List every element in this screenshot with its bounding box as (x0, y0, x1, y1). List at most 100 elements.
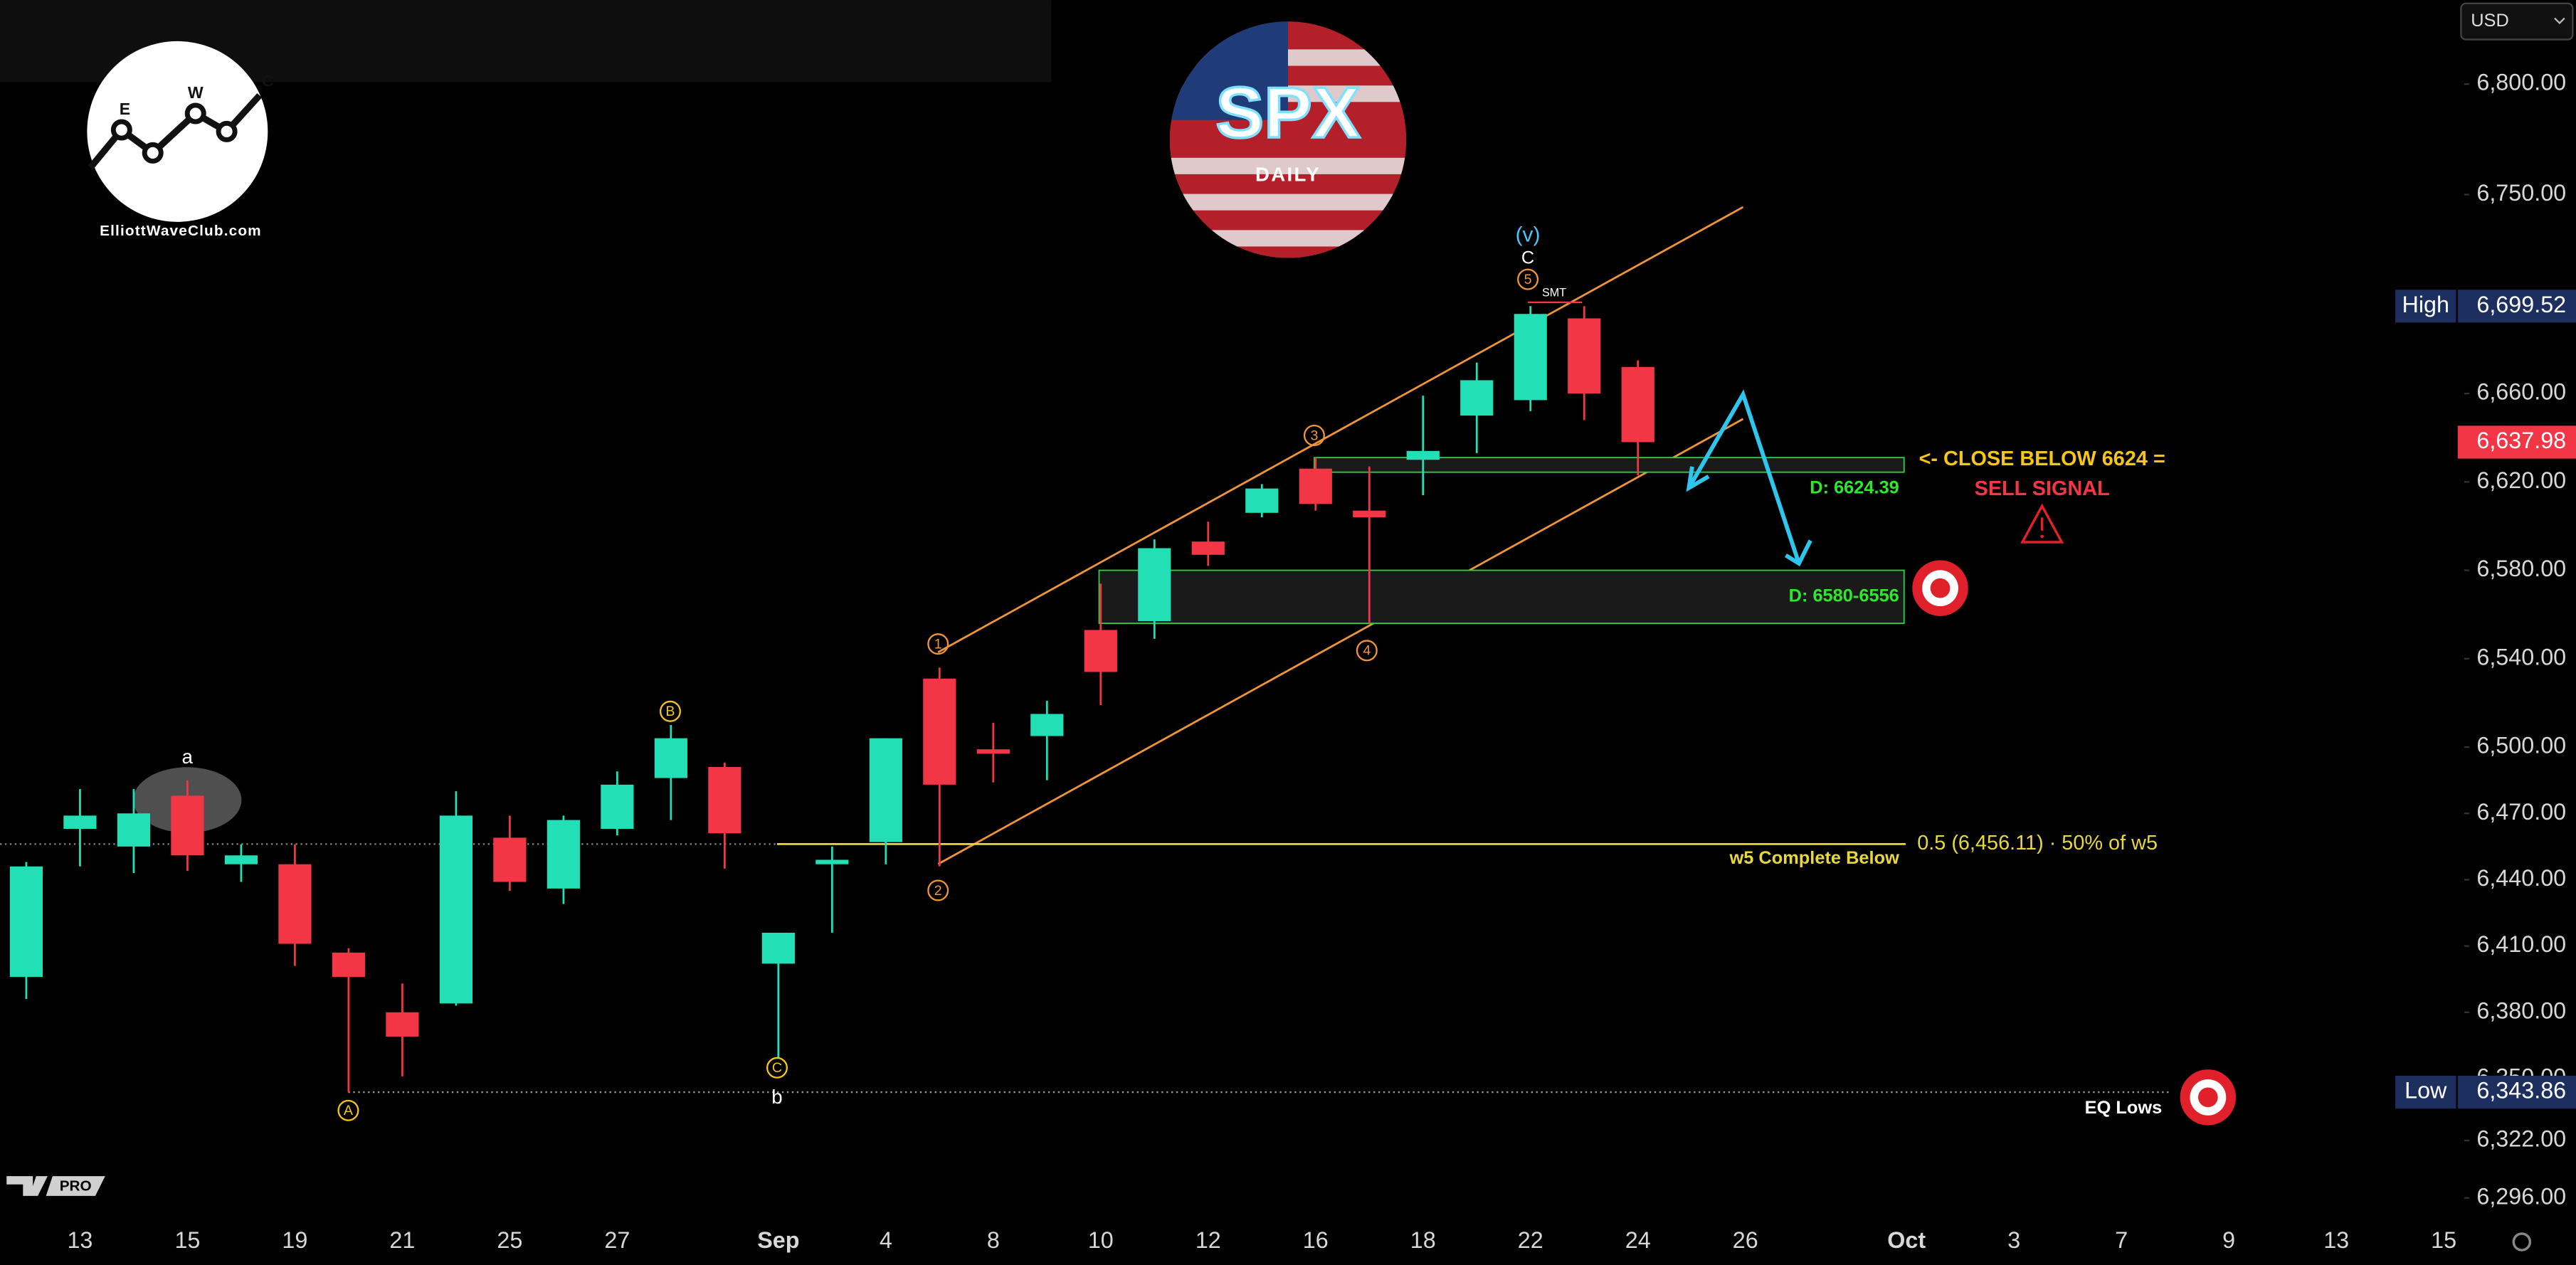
x-tick-label: 19 (282, 1227, 307, 1253)
x-tick-label: 10 (1088, 1227, 1114, 1253)
logo: E W C ElliottWaveClub.com (87, 41, 274, 239)
dropdown-caret (2554, 17, 2565, 25)
candle-body (869, 738, 902, 842)
settings-icon[interactable] (2512, 1232, 2532, 1251)
y-tick-label: 6,380.00 (2476, 997, 2566, 1023)
candle-body (171, 795, 204, 856)
badge-stripe (1169, 157, 1407, 174)
channel-lower (937, 418, 1744, 865)
zone-label: D: 6580-6556 (1789, 586, 1899, 606)
candle-body (815, 859, 849, 864)
y-tick-label: 6,800.00 (2476, 70, 2566, 95)
wave-label: SMT (1542, 287, 1566, 300)
x-tick-label: 22 (1518, 1227, 1543, 1253)
wave-circle (1356, 640, 1378, 662)
candle-body (1621, 366, 1654, 443)
wave-circle (766, 1057, 788, 1079)
y-tick-label: 6,500.00 (2476, 733, 2566, 758)
x-tick-label: 26 (1733, 1227, 1758, 1253)
candle-body (1406, 450, 1440, 460)
wave-label: 1 (934, 637, 942, 652)
demand-zone (1314, 457, 1905, 473)
price-label-name: High (2402, 292, 2449, 317)
x-tick-label: 13 (67, 1227, 93, 1253)
x-tick-label: 9 (2222, 1227, 2235, 1253)
x-tick-label: 25 (497, 1227, 522, 1253)
candle-body (1084, 630, 1117, 672)
watermark-text: PRO (60, 1178, 92, 1195)
y-tick-label: 6,620.00 (2476, 467, 2566, 493)
wave-circle (927, 633, 949, 655)
demand-zone (1098, 569, 1905, 625)
logo-dot (184, 102, 206, 125)
x-tick-label: 21 (389, 1227, 415, 1253)
level-label: 0.5 (6,456.11) · 50% of w5 (1917, 832, 2158, 854)
x-tick-label: 8 (987, 1227, 1000, 1253)
annotation-layer (0, 457, 2169, 1094)
wave-label: 5 (1524, 272, 1532, 287)
candle-body (1568, 318, 1601, 394)
x-tick-label: Oct (1887, 1227, 1926, 1253)
x-tick-label: 24 (1625, 1227, 1651, 1253)
currency[interactable]: USD (2471, 11, 2509, 31)
y-tick-label: 6,470.00 (2476, 799, 2566, 825)
badge-subtitle: DAILY (1255, 164, 1321, 186)
wave-label: A (344, 1103, 354, 1118)
price-label-box (2457, 425, 2576, 459)
projection-arrow (1686, 389, 1801, 564)
logo-brand: ElliottWaveClub.com (100, 223, 262, 239)
wave-label: C (1521, 248, 1534, 268)
watermark: PRO (6, 1176, 105, 1196)
wave-label: b (771, 1086, 782, 1108)
wave-circle (659, 700, 681, 722)
price-label-box (2457, 1075, 2576, 1109)
warning-icon (2020, 503, 2064, 544)
candle-body (1299, 468, 1332, 504)
logo-letter: C (262, 72, 274, 90)
y-tick-label: 6,660.00 (2476, 379, 2566, 405)
price-label-tag (2395, 1075, 2456, 1109)
x-tick-label: 15 (174, 1227, 200, 1253)
candle-body (708, 767, 741, 834)
wave-circle (927, 879, 949, 901)
candle-body (654, 738, 687, 778)
currency-selector[interactable]: USD (2460, 2, 2574, 41)
logo-letter: E (120, 100, 130, 118)
x-tick-label: 3 (2007, 1227, 2020, 1253)
candle-body (547, 820, 580, 889)
badge: SPX DAILY (1169, 21, 1407, 258)
candle-body (923, 678, 956, 785)
wave-label: a (181, 746, 193, 768)
wave-circle (1517, 268, 1539, 290)
x-tick-label: 15 (2431, 1227, 2456, 1253)
x-tick-label: 4 (880, 1227, 892, 1253)
currency-box[interactable] (2460, 2, 2574, 41)
candle-body (9, 866, 43, 978)
logo-dot (142, 142, 164, 164)
gear[interactable] (2512, 1232, 2532, 1251)
wave-label: B (665, 704, 675, 719)
x-tick-label: 7 (2115, 1227, 2128, 1253)
signal-condition: <- CLOSE BELOW 6624 = (1919, 448, 2165, 470)
candle-body (1514, 314, 1547, 401)
level-note: w5 Complete Below (1729, 848, 1900, 868)
signal-action: SELL SIGNAL (1975, 477, 2110, 500)
channel-upper (937, 206, 1744, 653)
price-label-value: 6,699.52 (2476, 292, 2566, 317)
y-tick-label: 6,296.00 (2476, 1183, 2566, 1209)
wave-label: (v) (1516, 223, 1541, 246)
candle-body (439, 815, 473, 1004)
price-label-value: 6,637.98 (2476, 428, 2566, 453)
arrow-head (1686, 466, 1710, 492)
price-label-tag (2395, 290, 2456, 323)
y-tick-label: 6,750.00 (2476, 180, 2566, 206)
logo-dot (216, 120, 238, 142)
candle-body (761, 932, 795, 964)
candle-body (1245, 488, 1279, 513)
badge-title: SPX (1215, 72, 1360, 153)
wave-label: C (772, 1060, 782, 1076)
price-label-name: Low (2405, 1078, 2447, 1103)
